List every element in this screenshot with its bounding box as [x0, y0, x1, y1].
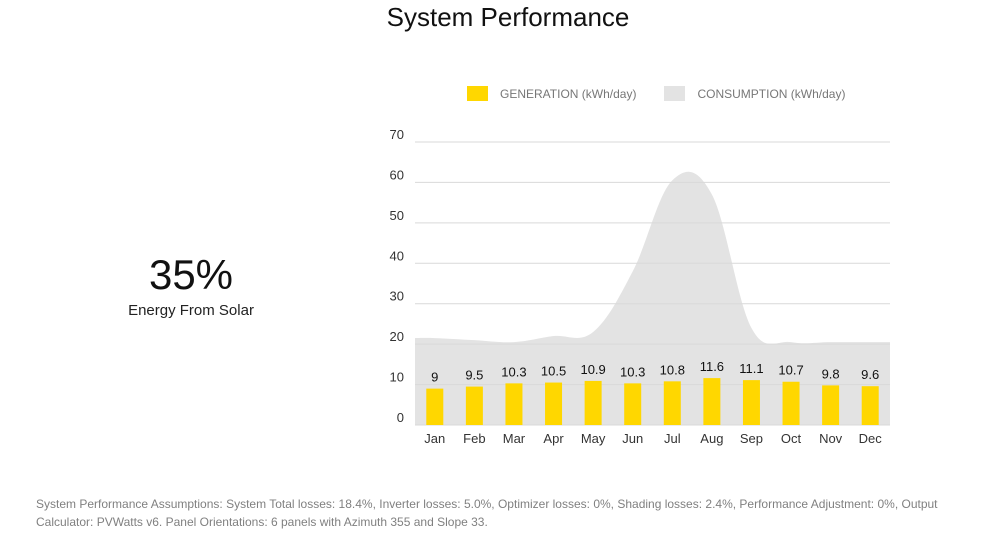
generation-bar-label: 10.3 — [620, 364, 645, 379]
x-tick-label: Feb — [463, 431, 485, 446]
x-tick-label: Jul — [664, 431, 681, 446]
generation-bar — [624, 383, 642, 425]
y-tick-label: 40 — [390, 248, 404, 263]
solar-percentage-label: Energy From Solar — [128, 302, 254, 319]
generation-bar — [782, 381, 800, 425]
x-tick-label: Nov — [819, 431, 843, 446]
generation-bar-label: 11.6 — [700, 359, 724, 374]
x-tick-label: Oct — [781, 431, 802, 446]
x-tick-label: Sep — [740, 431, 763, 446]
generation-bar-label: 9 — [431, 370, 438, 385]
consumption-area — [415, 171, 890, 425]
legend-swatch-consumption — [664, 86, 686, 101]
y-tick-label: 10 — [390, 370, 404, 385]
generation-bar-label: 10.5 — [541, 364, 566, 379]
generation-bar — [545, 382, 563, 425]
legend-label-generation: GENERATION (kWh/day) — [500, 86, 637, 101]
y-tick-label: 30 — [390, 289, 404, 304]
x-tick-label: Apr — [543, 431, 564, 446]
x-tick-label: Jan — [424, 431, 445, 446]
x-axis-ticks: Jan Feb Mar Apr May Jun Jul Aug Sep Oct Nov Dec — [424, 431, 882, 446]
consumption-area-layer — [415, 171, 890, 425]
generation-bar-label: 10.3 — [501, 364, 526, 379]
solar-percentage-value: 35% — [148, 251, 234, 298]
generation-bar — [861, 386, 879, 425]
generation-bar-label: 10.7 — [778, 363, 803, 378]
y-tick-label: 0 — [397, 410, 404, 425]
x-tick-label: Jun — [622, 431, 643, 446]
generation-bar — [505, 383, 523, 425]
legend-swatch-generation — [467, 86, 488, 101]
legend-item-generation: GENERATION (kWh/day) — [467, 86, 636, 101]
x-tick-label: May — [581, 431, 606, 446]
chart-legend: GENERATION (kWh/day) CONSUMPTION (kWh/da… — [467, 86, 873, 101]
solar-summary: 35% Energy From Solar — [100, 250, 282, 319]
generation-bar-labels: 9 9.5 10.3 10.5 10.9 10.3 10.8 11.6 11.1 10.7 9.8 9… — [431, 359, 879, 385]
y-tick-label: 50 — [390, 208, 404, 223]
gridlines — [415, 141, 890, 426]
generation-bar — [742, 380, 760, 425]
generation-bars — [426, 378, 879, 425]
page-title: System Performance — [386, 2, 630, 32]
x-tick-label: Aug — [700, 431, 723, 446]
y-axis-ticks: 0 10 20 30 40 50 60 70 — [390, 127, 404, 425]
y-tick-label: 70 — [390, 127, 404, 142]
generation-bar-label: 9.5 — [465, 368, 483, 383]
generation-bar-label: 9.6 — [861, 367, 879, 382]
assumptions-footnote: System Performance Assumptions: System T… — [36, 497, 938, 529]
x-tick-label: Dec — [859, 431, 883, 446]
legend-label-consumption: CONSUMPTION (kWh/day) — [697, 86, 846, 101]
generation-bar-label: 10.9 — [580, 362, 605, 377]
generation-bar — [465, 386, 483, 425]
generation-bar — [426, 388, 444, 425]
x-tick-label: Mar — [503, 431, 526, 446]
generation-bar-label: 11.1 — [739, 361, 763, 376]
generation-bar-label: 9.8 — [822, 366, 840, 381]
generation-bar — [703, 378, 721, 425]
y-tick-label: 20 — [390, 329, 404, 344]
y-tick-label: 60 — [390, 167, 404, 182]
generation-bar — [584, 380, 602, 425]
legend-item-consumption: CONSUMPTION (kWh/day) — [664, 86, 845, 101]
generation-bar — [663, 381, 681, 425]
generation-bar — [822, 385, 840, 425]
generation-bar-label: 10.8 — [660, 362, 685, 377]
